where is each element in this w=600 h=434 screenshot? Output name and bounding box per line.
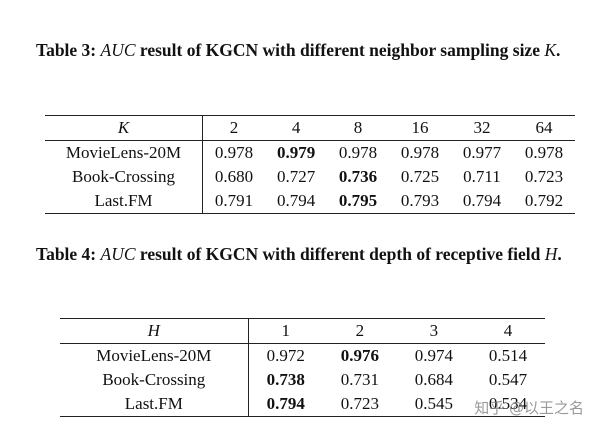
cell: 2 [202, 115, 266, 141]
caption: Table 3: AUC result of KGCN with differe… [36, 36, 576, 65]
cell: 2 [322, 318, 397, 344]
row-label: Book-Crossing [45, 165, 204, 189]
row-label: MovieLens-20M [60, 343, 249, 368]
caption-label: Table 3: [36, 40, 101, 60]
cell: 8 [327, 115, 390, 141]
cell: 0.731 [340, 370, 380, 389]
cell: 0.738 [266, 370, 305, 389]
cell: 0.547 [488, 370, 528, 389]
cell: 0.727 [276, 167, 316, 186]
row-label: H [60, 318, 249, 344]
cell: 0.514 [488, 346, 528, 365]
cell: 0.794 [266, 394, 305, 413]
caption-text: . [556, 40, 561, 60]
row-label: Last.FM [45, 189, 204, 214]
cell: 0.736 [338, 167, 378, 186]
cell: 0.725 [400, 167, 440, 186]
cell: 32 [451, 115, 513, 141]
cell: 0.545 [414, 394, 454, 413]
cell: 64 [512, 115, 575, 141]
cell: 4 [265, 115, 328, 141]
cell: 0.978 [524, 143, 564, 162]
caption-label: Table 4: [36, 244, 101, 264]
cell: 0.976 [340, 346, 380, 365]
row-label: MovieLens-20M [45, 140, 204, 165]
cell: 0.978 [214, 143, 254, 162]
cell: 0.794 [462, 191, 502, 210]
header-row: K 2 4 8 16 32 64 [45, 115, 575, 141]
cell: 0.979 [276, 143, 316, 162]
cell: 0.793 [400, 191, 440, 210]
caption-text: . [557, 244, 562, 264]
caption-text: result of KGCN with different neighbor s… [135, 40, 545, 60]
cell: 0.794 [276, 191, 316, 210]
row: Last.FM 0.794 0.723 0.545 0.534 [60, 392, 545, 417]
row-label: Last.FM [60, 392, 249, 417]
caption-italic: AUC [100, 244, 136, 264]
cell: 0.978 [400, 143, 440, 162]
caption-italic: H [544, 244, 558, 264]
cell: 0.534 [488, 394, 528, 413]
table: K 2 4 8 16 32 64 MovieLens-20M 0.978 0.979 0.978 0.… [45, 115, 575, 214]
cell: 0.723 [524, 167, 564, 186]
cell: 0.792 [524, 191, 564, 210]
cell: 1 [248, 318, 323, 344]
row-label: Book-Crossing [60, 368, 249, 392]
cell: 0.791 [214, 191, 254, 210]
table: H 1 2 3 4 MovieLens-20M 0.972 0.976 0.974 0.514 Bo… [60, 318, 545, 417]
cell: 0.974 [414, 346, 454, 365]
cell: 0.680 [214, 167, 254, 186]
cell: 0.723 [340, 394, 380, 413]
row: Book-Crossing 0.680 0.727 0.736 0.725 0.711 0.… [45, 165, 575, 189]
cell: 0.684 [414, 370, 454, 389]
row: Last.FM 0.791 0.794 0.795 0.793 0.794 0.792 [45, 189, 575, 214]
cell: 0.795 [338, 191, 378, 210]
cell: 3 [396, 318, 471, 344]
row: Book-Crossing 0.738 0.731 0.684 0.547 [60, 368, 545, 392]
cell: 4 [470, 318, 545, 344]
cell: 0.978 [338, 143, 378, 162]
caption-italic: K [544, 40, 557, 60]
cell: 0.977 [462, 143, 502, 162]
caption-text: result of KGCN with different depth of r… [135, 244, 545, 264]
cell: 16 [389, 115, 451, 141]
cell: 0.972 [266, 346, 305, 365]
cell: 0.711 [463, 167, 501, 186]
caption: Table 4: AUC result of KGCN with differe… [36, 240, 576, 269]
row: MovieLens-20M 0.972 0.976 0.974 0.514 [60, 343, 545, 368]
caption-italic: AUC [100, 40, 136, 60]
watermark: 知乎 @以王之名 [474, 399, 584, 417]
row-label: K [45, 115, 204, 141]
row: MovieLens-20M 0.978 0.979 0.978 0.978 0.977 0.… [45, 140, 575, 165]
